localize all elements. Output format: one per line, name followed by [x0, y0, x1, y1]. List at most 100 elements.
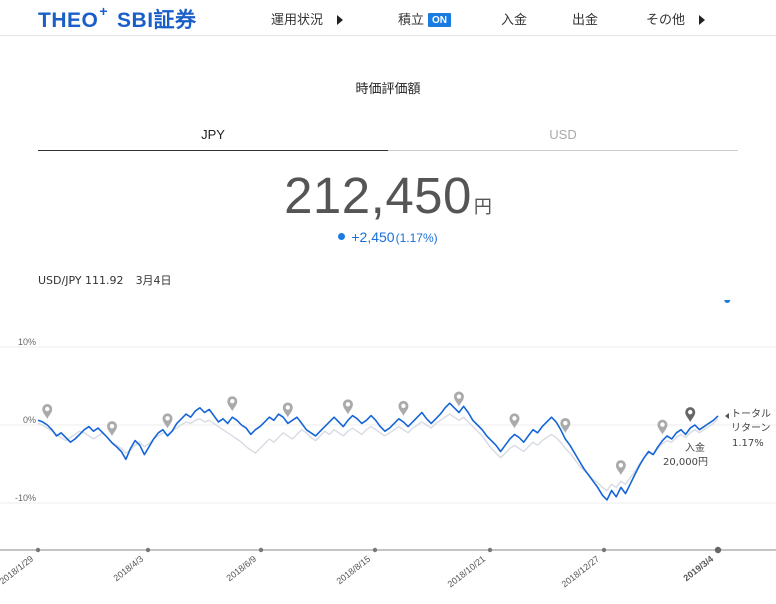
logo-theo: THEO [38, 9, 99, 32]
event-marker[interactable] [107, 421, 118, 437]
pin-body [282, 402, 293, 418]
fx-rate-label: USD/JPY 111.92 [38, 274, 124, 287]
valuation-amount: 212,450 円 [0, 166, 776, 225]
nav-deposit-label: 入金 [501, 13, 528, 28]
chart-x-axis: 2018/1/29 2018/4/3 2018/6/9 2018/8/15 2018/1… [0, 546, 776, 590]
return-label-2: リターン [731, 422, 771, 434]
pointer-left-icon [725, 413, 729, 419]
pin-hole [618, 462, 624, 468]
event-marker[interactable] [560, 418, 571, 434]
pin-body [107, 421, 118, 437]
event-marker[interactable] [398, 400, 409, 416]
pin-body [615, 460, 626, 476]
x-axis-dot [258, 547, 264, 553]
event-marker[interactable] [509, 413, 520, 429]
tab-usd[interactable]: USD [388, 127, 738, 151]
nav-other[interactable]: その他 [646, 9, 706, 28]
pin-body [398, 400, 409, 416]
pin-hole [230, 399, 235, 404]
nav-performance[interactable]: 運用状況 [271, 9, 344, 28]
pin-hole [165, 416, 170, 421]
valuation-title: 時価評価額 [355, 82, 421, 97]
x-tick-label: 2018/6/9 [224, 554, 258, 583]
nav-other-label: その他 [646, 13, 686, 28]
nav-savings-label: 積立 [398, 13, 425, 28]
pin-body [560, 418, 571, 434]
pin-hole [285, 405, 290, 410]
event-marker[interactable] [657, 419, 668, 435]
x-axis-dot [35, 547, 41, 553]
valuation-change: +2,450(1.17%) [0, 229, 776, 245]
deposit-label: 入金 [685, 441, 705, 454]
y-tick-label: 10% [18, 337, 36, 347]
pin-hole [456, 394, 462, 399]
pin-hole [401, 403, 406, 409]
change-value: +2,450 [351, 229, 395, 245]
logo-plus: + [99, 3, 109, 19]
pin-hole [109, 423, 115, 429]
deposit-amount: 20,000円 [663, 457, 708, 468]
chart-grid [0, 346, 776, 504]
x-tick-label-current[interactable]: 2019/3/4 [681, 554, 715, 583]
change-dot-icon [338, 233, 346, 240]
event-marker[interactable] [453, 391, 464, 407]
return-value: 1.17% [732, 438, 764, 449]
caret-right-icon [699, 14, 706, 25]
event-marker[interactable] [227, 396, 238, 412]
pin-hole [345, 402, 351, 407]
caret-right-icon [337, 14, 344, 25]
nav-deposit[interactable]: 入金 [501, 9, 527, 28]
pin-hole [45, 406, 50, 412]
pin-hole [688, 409, 693, 415]
pin-body [685, 407, 696, 423]
x-axis-dot [372, 547, 378, 553]
chart-y-axis: 10% 0% -10% [15, 337, 36, 503]
event-marker[interactable] [342, 399, 353, 415]
pin-body [453, 391, 464, 407]
y-tick-label: 0% [23, 415, 36, 425]
logo-partner: SBI証券 [117, 9, 197, 32]
pin-body [42, 404, 53, 419]
fx-rate-date: 3月4日 [135, 274, 172, 287]
tab-jpy[interactable]: JPY [38, 127, 388, 151]
x-axis-dot [145, 547, 151, 553]
nav-withdraw[interactable]: 出金 [572, 9, 598, 28]
logo[interactable]: THEO+ SBI証券 [38, 3, 197, 32]
pin-body [657, 419, 668, 435]
pin-hole [660, 422, 665, 427]
x-axis-current-dot[interactable] [714, 546, 722, 554]
deposit-event-marker[interactable] [685, 407, 696, 423]
nav-withdraw-label: 出金 [572, 13, 599, 28]
amount-unit: 円 [473, 197, 492, 218]
x-tick-label: 2018/10/21 [446, 554, 488, 590]
app-header: THEO+ SBI証券 運用状況 積立 ON 入金 出金 その他 [0, 0, 776, 36]
current-value-dot [724, 300, 731, 303]
return-label-1: トータル [731, 408, 771, 420]
nav-savings[interactable]: 積立 ON [398, 9, 452, 28]
nav-performance-label: 運用状況 [271, 13, 324, 28]
event-marker[interactable] [42, 404, 53, 419]
pin-body [509, 413, 520, 429]
x-axis-dot [601, 547, 607, 553]
chart-event-markers[interactable] [0, 300, 696, 476]
event-marker[interactable] [615, 460, 626, 476]
pin-hole [563, 420, 568, 426]
savings-status-badge: ON [428, 13, 452, 27]
event-marker[interactable] [162, 413, 173, 429]
benchmark-series-line [37, 413, 719, 492]
pin-hole [512, 416, 517, 421]
x-tick-label: 2018/8/15 [335, 554, 373, 587]
amount-value: 212,450 [284, 167, 472, 224]
x-tick-label: 2018/4/3 [111, 554, 145, 583]
fx-rate: USD/JPY 111.92 3月4日 [38, 272, 172, 288]
x-tick-label: 2018/1/29 [0, 554, 35, 587]
chart-series [37, 402, 719, 501]
portfolio-series-line [37, 402, 719, 501]
pin-body [162, 413, 173, 429]
performance-chart[interactable]: 10%0%-10% 2018/1/29 2018/4/3 2018/6/9 2018/… [0, 300, 776, 604]
change-percent: (1.17%) [395, 231, 438, 245]
y-tick-label: -10% [15, 493, 36, 503]
pin-body [227, 396, 238, 412]
event-marker[interactable] [282, 402, 293, 418]
